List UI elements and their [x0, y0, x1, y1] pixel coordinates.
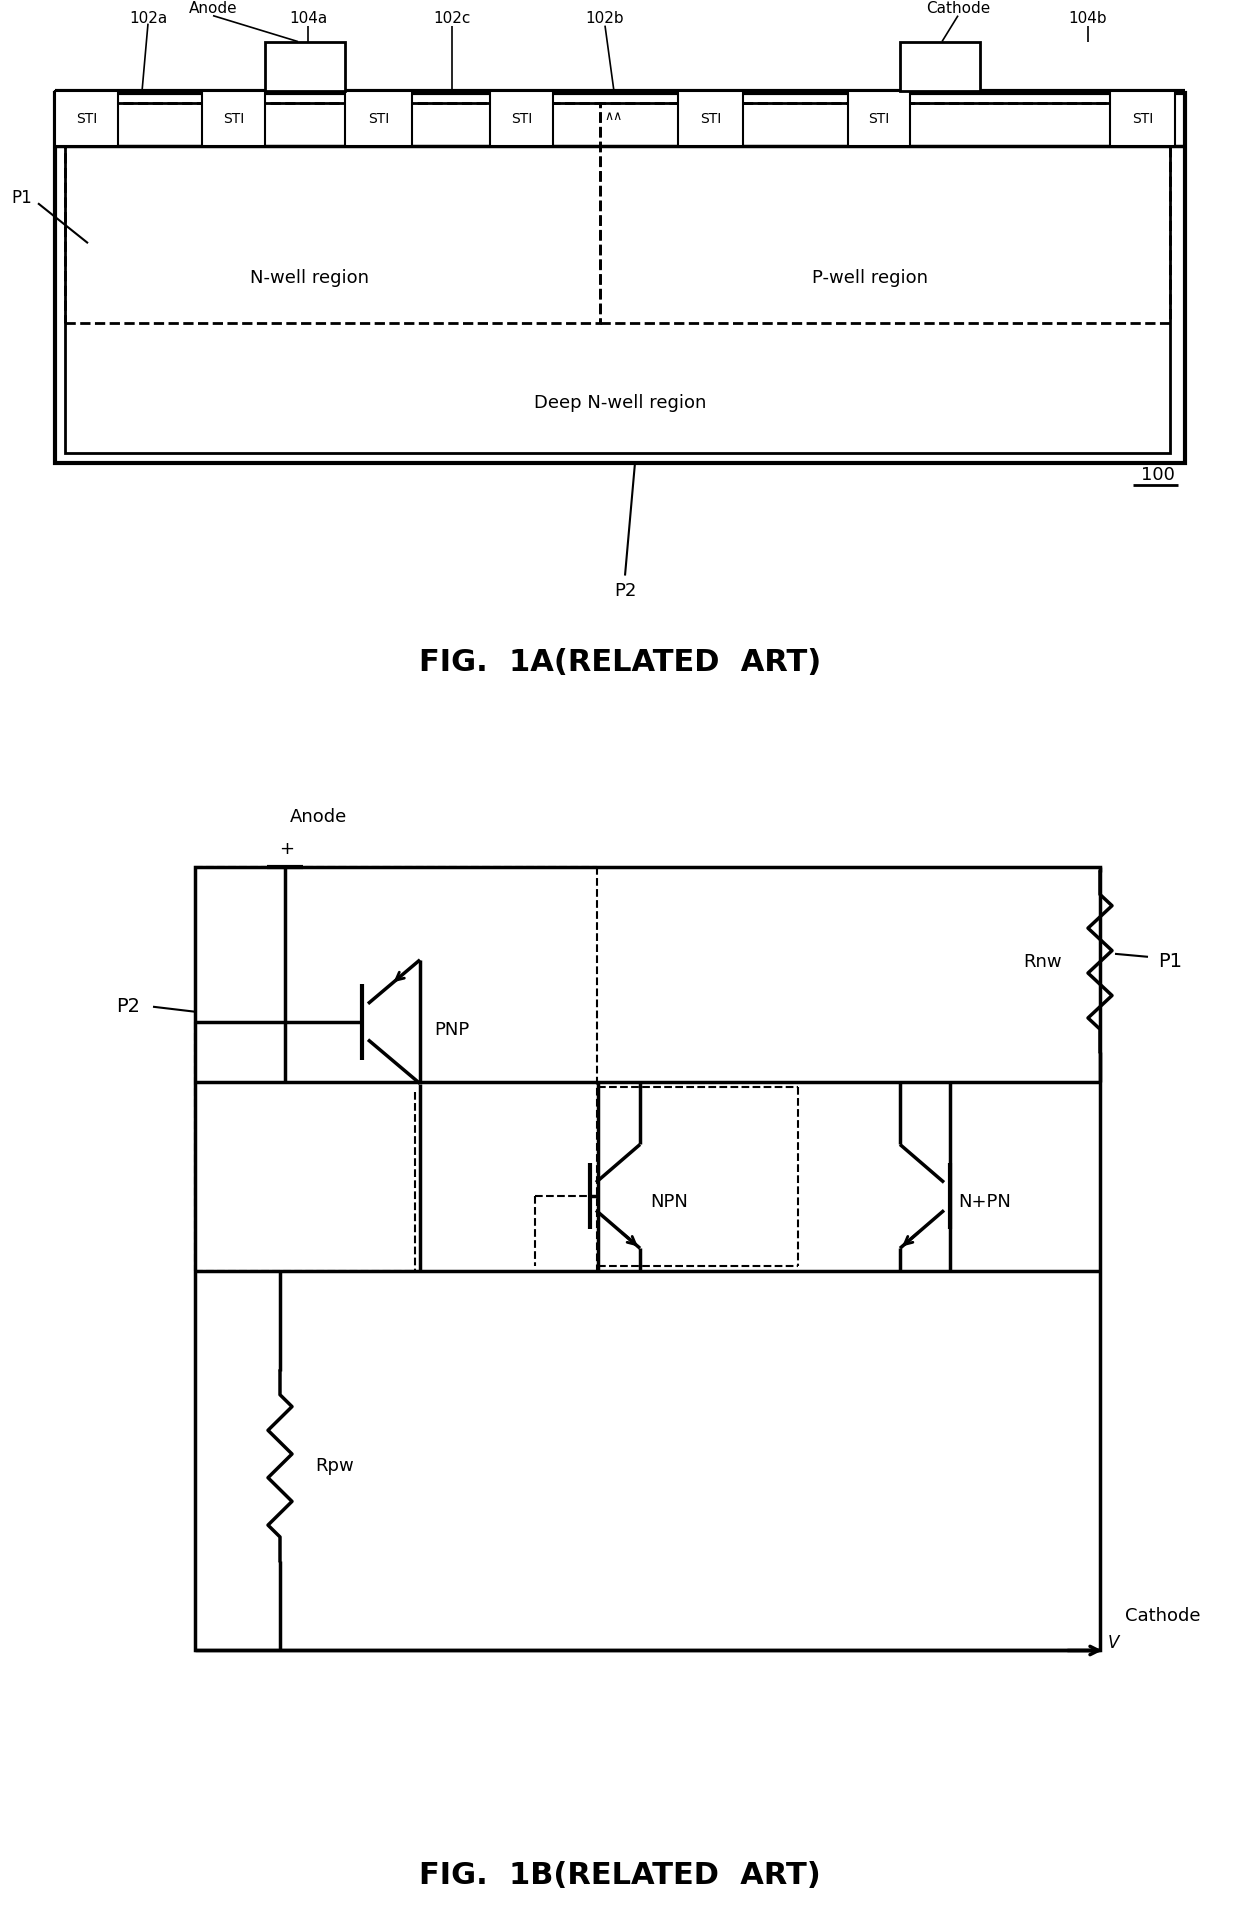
- Text: STI: STI: [76, 113, 97, 126]
- Text: STI: STI: [511, 113, 532, 126]
- Bar: [900, 42, 980, 92]
- Bar: [195, 867, 1100, 1651]
- Text: PNP: PNP: [434, 1021, 469, 1038]
- Text: 102c: 102c: [433, 11, 471, 27]
- Text: 102b: 102b: [585, 11, 624, 27]
- Text: NPN: NPN: [650, 1193, 688, 1212]
- Text: Rpw: Rpw: [315, 1457, 353, 1476]
- Text: +: +: [279, 840, 295, 857]
- Text: 104b: 104b: [1069, 11, 1107, 27]
- Text: STI: STI: [868, 113, 889, 126]
- Text: Cathode: Cathode: [926, 2, 990, 15]
- Bar: [490, 92, 553, 147]
- Bar: [600, 103, 1171, 323]
- Text: 104a: 104a: [289, 11, 327, 27]
- Bar: [64, 103, 600, 323]
- Text: N-well region: N-well region: [250, 269, 370, 286]
- Text: FIG.  1A(RELATED  ART): FIG. 1A(RELATED ART): [419, 647, 821, 678]
- Text: P1: P1: [1158, 953, 1182, 972]
- Bar: [55, 92, 118, 147]
- Bar: [202, 92, 265, 147]
- Text: P-well region: P-well region: [812, 269, 928, 286]
- Text: N+PN: N+PN: [959, 1193, 1011, 1212]
- Text: ∧∧: ∧∧: [605, 111, 624, 124]
- Bar: [64, 103, 1171, 452]
- Text: 102a: 102a: [129, 11, 167, 27]
- Text: STI: STI: [699, 113, 722, 126]
- Text: FIG.  1B(RELATED  ART): FIG. 1B(RELATED ART): [419, 1861, 821, 1890]
- Bar: [345, 92, 412, 147]
- Text: V: V: [1109, 1634, 1120, 1651]
- Bar: [848, 92, 910, 147]
- Text: P2: P2: [614, 582, 636, 599]
- Text: STI: STI: [1132, 113, 1153, 126]
- Text: STI: STI: [368, 113, 389, 126]
- Bar: [265, 42, 345, 92]
- Bar: [55, 94, 1185, 462]
- Text: Cathode: Cathode: [1125, 1607, 1200, 1625]
- Text: Anode: Anode: [290, 808, 347, 827]
- Text: Deep N-well region: Deep N-well region: [533, 393, 707, 412]
- Text: 100: 100: [1141, 466, 1176, 483]
- Text: P1: P1: [11, 189, 32, 208]
- Bar: [678, 92, 743, 147]
- Text: P2: P2: [117, 996, 140, 1016]
- Text: STI: STI: [223, 113, 244, 126]
- Bar: [1110, 92, 1176, 147]
- Text: Rnw: Rnw: [1023, 953, 1061, 972]
- Text: Anode: Anode: [188, 2, 237, 15]
